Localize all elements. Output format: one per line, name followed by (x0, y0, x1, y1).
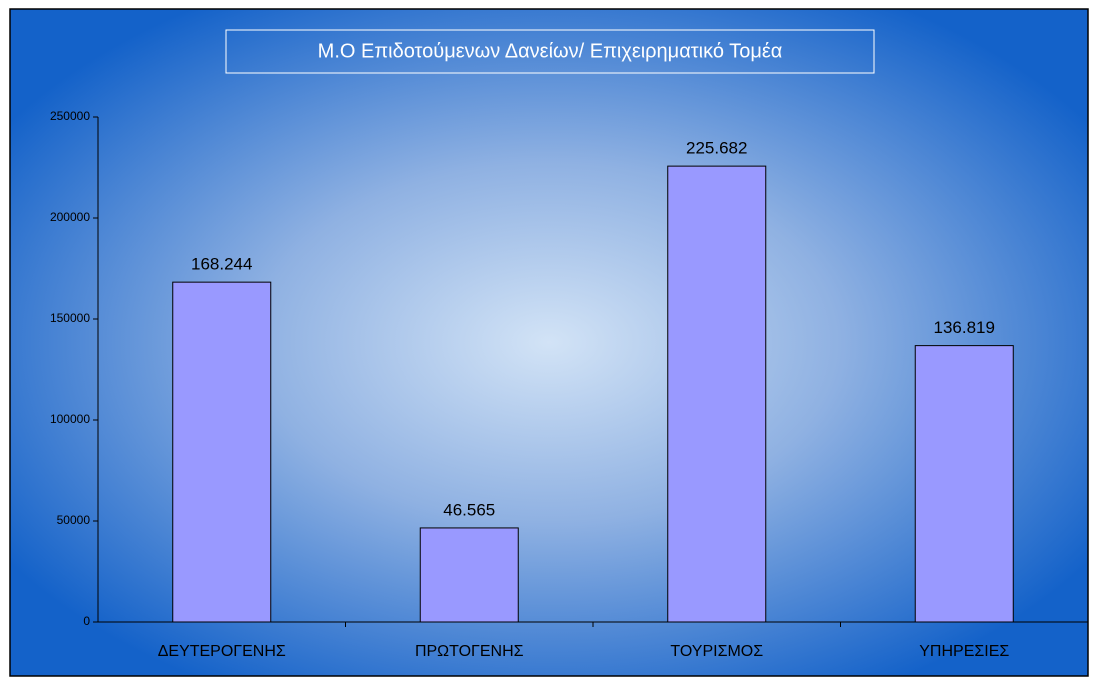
value-label: 225.682 (686, 139, 747, 158)
x-tick-label: ΥΠΗΡΕΣΙΕΣ (919, 643, 1009, 660)
bar (914, 345, 1014, 623)
bar (667, 165, 767, 623)
bar (419, 527, 519, 623)
y-tick-label: 0 (83, 614, 90, 628)
y-tick-label: 100000 (50, 412, 90, 426)
x-tick-label: ΤΟΥΡΙΣΜΟΣ (670, 643, 763, 660)
value-label: 168.244 (191, 255, 252, 274)
y-tick-label: 150000 (50, 311, 90, 325)
y-tick-label: 250000 (50, 109, 90, 123)
value-label: 46.565 (443, 500, 495, 519)
y-tick-label: 50000 (57, 513, 91, 527)
x-tick-label: ΔΕΥΤΕΡΟΓΕΝΗΣ (158, 643, 286, 660)
value-label: 136.819 (934, 318, 995, 337)
y-tick-label: 200000 (50, 210, 90, 224)
title-box (225, 29, 875, 74)
bar (172, 281, 272, 623)
x-tick-label: ΠΡΩΤΟΓΕΝΗΣ (415, 643, 524, 660)
chart-title: Μ.Ο Επιδοτούμενων Δανείων/ Επιχειρηματικ… (318, 40, 783, 62)
